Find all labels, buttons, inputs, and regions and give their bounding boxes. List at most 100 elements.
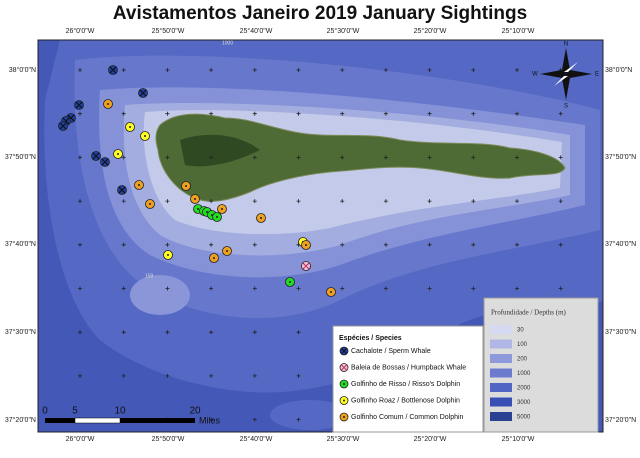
graticule-cross	[515, 155, 519, 160]
graticule-cross	[515, 68, 519, 72]
compass-w: W	[532, 72, 538, 78]
graticule-cross	[427, 199, 432, 204]
depth-title: Profundidade / Depths (m)	[491, 309, 567, 317]
depth-label: 200	[517, 357, 528, 363]
graticule-cross	[78, 242, 82, 247]
depth-swatch	[490, 368, 512, 378]
lon-label: 25°20'0"W	[414, 27, 447, 35]
sighting-dot	[260, 217, 262, 219]
graticule-cross	[252, 199, 257, 204]
depth-label: 2000	[517, 386, 531, 392]
sighting-dot	[216, 216, 218, 218]
scale-label: 0	[42, 406, 48, 417]
lon-label: 25°50'0"W	[152, 27, 185, 35]
graticule-cross	[383, 242, 388, 247]
graticule-cross	[121, 373, 126, 378]
graticule-cross	[121, 286, 126, 291]
sighting-dot	[343, 416, 345, 418]
graticule-cross	[252, 242, 257, 247]
depth-swatch	[490, 325, 512, 334]
graticule-cross	[558, 286, 563, 291]
graticule-cross	[252, 373, 257, 378]
graticule-cross	[78, 373, 82, 378]
depth-swatch	[490, 397, 512, 407]
graticule-cross	[252, 417, 257, 422]
map-frame	[37, 39, 604, 433]
graticule-cross	[165, 111, 170, 116]
graticule-cross	[78, 155, 82, 160]
graticule-cross	[515, 199, 519, 204]
graticule-cross	[209, 417, 214, 422]
graticule-cross	[558, 242, 563, 247]
graticule-cross	[121, 330, 126, 335]
graticule-cross	[209, 155, 214, 160]
sighting-dot	[129, 126, 131, 128]
lat-label: 37°20'0"N	[605, 416, 636, 424]
island-relief	[180, 134, 260, 167]
graticule-cross	[515, 242, 519, 247]
contour-label: 159	[145, 273, 154, 279]
graticule-cross	[427, 242, 432, 247]
legend-item: Cachalote / Sperm Whale	[351, 348, 431, 355]
graticule-cross	[340, 111, 345, 116]
sighting-cross	[139, 89, 147, 97]
lat-label: 38°0'0"N	[605, 66, 632, 74]
species-legend: Espécies / Species Cachalote / Sperm Wha…	[332, 325, 484, 433]
sighting-dot	[343, 399, 345, 402]
graticule-cross	[383, 155, 388, 160]
lon-label: 26°0'0"W	[66, 27, 95, 35]
sighting-cross	[109, 66, 117, 74]
depth-label: 100	[517, 342, 528, 348]
graticule-cross	[558, 199, 563, 204]
graticule-cross	[427, 111, 432, 116]
lat-label: 37°50'0"N	[5, 153, 36, 161]
graticule-cross	[121, 242, 126, 247]
sighting-cross	[302, 262, 310, 270]
sighting-cross	[92, 152, 100, 160]
graticule-cross	[296, 417, 301, 422]
graticule-cross	[209, 286, 214, 291]
graticule-cross	[515, 286, 519, 291]
depth-swatch	[490, 412, 512, 421]
graticule-cross	[78, 286, 82, 291]
graticule-cross	[558, 111, 563, 116]
depth-label: 1000	[517, 371, 531, 377]
sighting-dot	[330, 291, 332, 293]
graticule-cross	[252, 155, 257, 160]
graticule-cross	[471, 68, 476, 72]
graticule-cross	[296, 330, 301, 335]
depth-swatch	[490, 339, 512, 349]
graticule-cross	[209, 68, 214, 72]
graticule-cross	[296, 68, 301, 72]
graticule-cross	[209, 373, 214, 378]
graticule-cross	[340, 155, 345, 160]
lat-label: 37°40'0"N	[5, 240, 36, 248]
sighting-dot	[167, 254, 169, 256]
graticule-cross	[427, 155, 432, 160]
graticule-cross	[78, 68, 82, 72]
sighting-dot	[107, 103, 109, 105]
graticule-cross	[296, 286, 301, 291]
graticule-cross	[471, 286, 476, 291]
graticule-cross	[78, 330, 82, 335]
depth-swatch	[490, 354, 512, 363]
sighting-cross	[75, 101, 83, 109]
graticule-cross	[471, 111, 476, 116]
lat-label: 37°20'0"N	[5, 416, 36, 424]
depth-label: 30	[517, 328, 524, 334]
graticule-cross	[165, 330, 170, 335]
graticule-cross	[383, 199, 388, 204]
graticule-cross	[471, 242, 476, 247]
compass-n: N	[564, 42, 568, 48]
graticule-cross	[121, 68, 126, 72]
scale-label: 5	[72, 406, 78, 417]
graticule-cross	[383, 111, 388, 116]
graticule-cross	[78, 199, 82, 204]
graticule-cross	[383, 68, 388, 72]
sighting-dot	[305, 244, 307, 246]
lon-label: 25°10'0"W	[502, 435, 535, 443]
depth-legend: Profundidade / Depths (m) 30 100 200 1000 20…	[483, 297, 599, 433]
lat-label: 37°40'0"N	[605, 240, 636, 248]
legend-title: Espécies / Species	[339, 335, 402, 342]
